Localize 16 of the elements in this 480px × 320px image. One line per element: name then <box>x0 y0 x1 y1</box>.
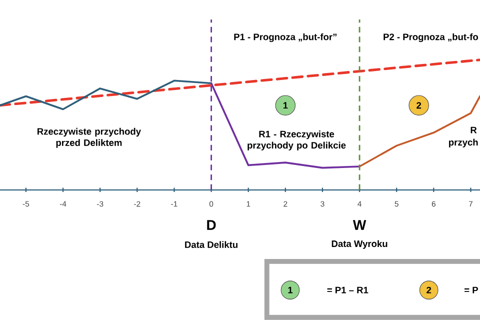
text: P2 - Prognoza „but-fo <box>384 33 478 42</box>
text: Data Wyroku <box>332 240 388 249</box>
text: 2 <box>426 286 432 294</box>
annotation: R1 - Rzeczywiste przychody po Delikcie <box>248 130 346 150</box>
annotation: R <box>470 126 477 134</box>
ref-line-label: D <box>207 220 216 230</box>
annotation: 2 <box>416 102 422 109</box>
annotation: Rzeczywiste przychody przed Deliktem <box>38 128 141 148</box>
annotation: 1 <box>283 102 288 109</box>
annotation: przych <box>449 138 478 148</box>
text: P1 - Prognoza „but-for” <box>234 33 337 42</box>
text: = P <box>464 286 478 294</box>
ref-line-label: W <box>352 220 366 230</box>
text: 1 <box>288 286 293 294</box>
text: = P1 – R1 <box>327 286 368 294</box>
text: Data Deliktu <box>185 241 238 248</box>
